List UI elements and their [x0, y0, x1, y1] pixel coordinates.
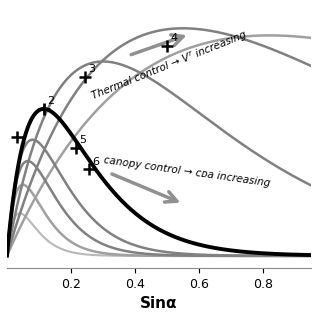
Text: 2: 2: [47, 96, 54, 106]
Text: 6: 6: [92, 157, 99, 167]
Text: Thermal control → Vᵀ increasing: Thermal control → Vᵀ increasing: [90, 30, 248, 101]
Text: canopy control → cᴅa increasing: canopy control → cᴅa increasing: [103, 155, 271, 188]
Text: 4: 4: [170, 33, 177, 43]
Text: 3: 3: [89, 64, 96, 74]
X-axis label: Sinα: Sinα: [140, 296, 178, 311]
Text: 5: 5: [79, 135, 86, 145]
